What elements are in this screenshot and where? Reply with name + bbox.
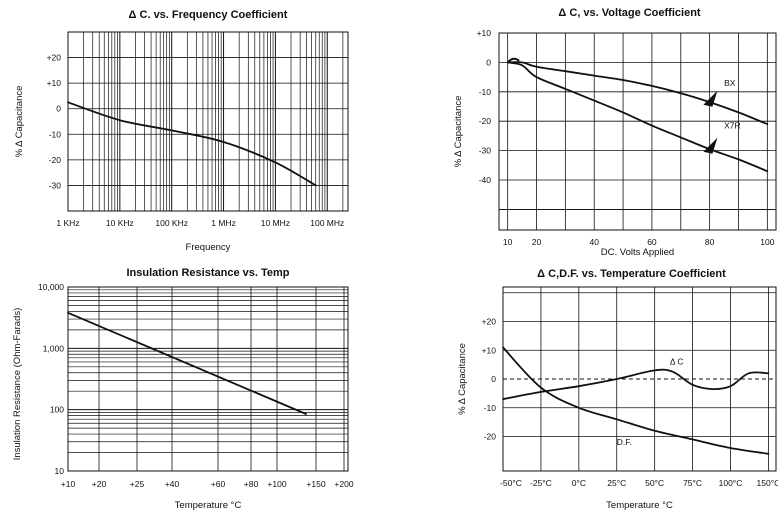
x-axis-label: Temperature °C: [175, 500, 242, 511]
x-tick-label: +100: [267, 479, 286, 489]
y-tick-label: +20: [482, 317, 497, 327]
gridlines: [67, 287, 348, 472]
x-tick-label: -25°C: [530, 478, 552, 488]
y-axis-label: Insulation Resistance (Ohm-Farads): [12, 308, 23, 461]
x-tick-label: 50°C: [645, 478, 664, 488]
x-tick-label: 20: [532, 237, 542, 247]
insulation-line: [67, 311, 307, 415]
y-axis-label: % Δ Capacitance: [453, 96, 464, 168]
y-tick-label: 100: [50, 405, 64, 415]
y-tick-label: +10: [482, 345, 497, 355]
y-tick-label: -10: [479, 87, 492, 97]
x-tick-label: 10 KHz: [106, 218, 134, 228]
y-tick-label: -30: [49, 180, 62, 190]
bx-label: BX: [724, 78, 736, 88]
gridlines: [499, 32, 776, 230]
gridlines: [67, 31, 348, 212]
y-tick-label: +10: [47, 78, 62, 88]
y-tick-label: -10: [484, 403, 497, 413]
x-tick-label: 40: [589, 237, 599, 247]
chart-temperature: +20 +10 0 -10 -20 -50°C -25°C 0°C 25°C 50°C 75°C 10…: [457, 268, 778, 511]
series-line-x7r: [506, 61, 769, 173]
x-tick-label: 80: [705, 237, 715, 247]
y-tick-label: -40: [479, 175, 492, 185]
chart-frequency: +20 +10 0 -10 -20 -30 1 KHz 10 KHz 100 KHz 1 MHz 1…: [14, 9, 349, 253]
x-tick-label: +40: [165, 479, 180, 489]
x-tick-label: +60: [211, 479, 226, 489]
x-axis-label: Temperature °C: [606, 500, 673, 511]
x-tick-label: +25: [130, 479, 145, 489]
y-tick-label: -20: [479, 116, 492, 126]
x-tick-label: 25°C: [607, 478, 626, 488]
gridlines: [502, 287, 776, 471]
chart-title: Δ C. vs. Frequency Coefficient: [129, 9, 288, 21]
x7r-label: X7R: [724, 121, 741, 131]
x-tick-label: +20: [92, 479, 107, 489]
frequency-curve: [67, 101, 317, 187]
y-axis-label: % Δ Capacitance: [14, 86, 25, 158]
y-tick-label: +10: [477, 28, 492, 38]
y-tick-label: +20: [47, 53, 62, 63]
chart-title: Δ C, vs. Voltage Coefficient: [558, 7, 701, 19]
plot-frame: [67, 286, 349, 472]
x-tick-label: 10: [503, 237, 513, 247]
y-tick-label: 0: [491, 374, 496, 384]
x-tick-label: 75°C: [683, 478, 702, 488]
y-tick-label: -20: [484, 432, 497, 442]
plot-frame: [67, 31, 349, 212]
series-line-df: [502, 346, 770, 455]
x-tick-label: -50°C: [500, 478, 522, 488]
bx-arrow: [703, 90, 718, 107]
plot-frame: [498, 32, 777, 231]
y-tick-label: 10,000: [38, 282, 64, 292]
x-tick-label: 60: [647, 237, 657, 247]
x-tick-label: 100°C: [719, 478, 743, 488]
x7r-arrow: [703, 137, 718, 154]
x-tick-label: +150: [306, 479, 325, 489]
x-axis-label: Frequency: [186, 242, 231, 253]
df-label: D.F.: [617, 437, 632, 447]
x-tick-label: 0°C: [572, 478, 586, 488]
y-tick-label: 10: [55, 466, 65, 476]
series-line-bx: [506, 61, 769, 125]
y-tick-label: 0: [56, 104, 61, 114]
series-start-loop: [506, 57, 520, 64]
y-tick-label: -10: [49, 129, 62, 139]
y-tick-label: -20: [49, 155, 62, 165]
y-tick-label: 1,000: [43, 343, 65, 353]
series-line-delta-c: [502, 368, 770, 400]
x-tick-label: 1 MHz: [211, 218, 236, 228]
x-tick-label: +200: [334, 479, 353, 489]
chart-voltage: +10 0 -10 -20 -30 -40 10 20 40 60 80 100 Δ C, vs. Vo…: [453, 7, 777, 258]
chart-insulation: 10,000 1,000 100 10 +10 +20 +25 +40 +60 +80 +100 +1…: [12, 267, 354, 511]
chart-title: Insulation Resistance vs. Temp: [126, 267, 289, 279]
charts-root: +20+100-10-20-301 KHz 10 KHz 100 KHz 1 MHz 1…: [12, 7, 778, 511]
x-tick-label: +80: [244, 479, 259, 489]
x-tick-label: 100 KHz: [155, 218, 188, 228]
chart-title: Δ C,D.F. vs. Temperature Coefficient: [537, 268, 726, 280]
x-tick-label: 100 MHz: [310, 218, 344, 228]
delta-c-label: Δ C: [670, 357, 684, 367]
x-axis-label: DC. Volts Applied: [601, 247, 674, 258]
x-tick-label: 1 KHz: [56, 218, 79, 228]
x-tick-label: 10 MHz: [261, 218, 290, 228]
x-tick-label: +10: [61, 479, 76, 489]
y-axis-label: % Δ Capacitance: [457, 343, 468, 415]
y-tick-label: 0: [486, 57, 491, 67]
x-tick-label: 150°C: [757, 478, 778, 488]
y-tick-label: -30: [479, 146, 492, 156]
plot-frame: [502, 286, 777, 472]
x-tick-label: 100: [760, 237, 774, 247]
